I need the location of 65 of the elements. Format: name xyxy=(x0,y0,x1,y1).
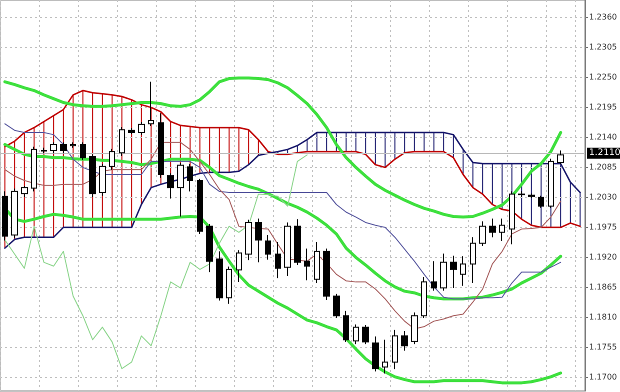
candlestick xyxy=(343,310,349,342)
y-tick-label: 1.2140 xyxy=(589,132,618,142)
candlestick xyxy=(60,142,67,154)
candlestick xyxy=(538,195,544,208)
candlestick xyxy=(80,142,86,160)
candlestick xyxy=(440,253,447,292)
candlestick xyxy=(50,142,57,154)
candlestick xyxy=(21,185,28,198)
candlestick xyxy=(528,193,535,198)
y-tick-label: 1.1810 xyxy=(589,312,618,322)
candlestick xyxy=(353,324,359,345)
line-series xyxy=(4,142,562,330)
candlestick xyxy=(275,242,281,279)
candlestick xyxy=(382,339,388,374)
candlestick xyxy=(372,336,379,372)
candlestick xyxy=(489,218,496,238)
candlestick xyxy=(499,218,505,242)
y-tick-label: 1.2085 xyxy=(589,162,618,172)
candlestick xyxy=(119,126,125,156)
y-tick-label: 1.2250 xyxy=(589,72,618,82)
line-series xyxy=(3,76,562,219)
candlestick xyxy=(70,142,76,148)
candlestick xyxy=(333,293,340,318)
y-tick-label: 1.1700 xyxy=(589,372,618,382)
candlestick xyxy=(99,164,106,196)
y-tick-label: 1.1865 xyxy=(589,282,618,292)
candlestick xyxy=(431,260,437,292)
candlestick xyxy=(304,248,310,281)
candlestick xyxy=(294,218,301,266)
candlestick xyxy=(216,250,223,301)
y-tick-label: 1.2195 xyxy=(589,102,618,112)
candlestick xyxy=(362,324,369,345)
candlestick xyxy=(421,276,427,318)
candlestick xyxy=(226,266,232,304)
y-tick-label: 1.1975 xyxy=(589,222,618,232)
ref-line-label: 1.2110 xyxy=(589,148,620,158)
candlestick xyxy=(197,178,203,234)
candlestick xyxy=(323,248,330,300)
y-tick-label: 1.1755 xyxy=(589,342,618,352)
candlestick xyxy=(479,220,486,246)
candlestick xyxy=(314,242,320,284)
candlestick xyxy=(245,219,252,261)
y-tick-label: 1.2030 xyxy=(589,192,618,202)
candlestick xyxy=(470,236,476,284)
candlestick xyxy=(236,250,242,282)
candlestick xyxy=(255,218,262,263)
candlestick xyxy=(206,224,213,273)
candlestick xyxy=(557,150,564,165)
candlestick xyxy=(518,190,525,198)
candlestick xyxy=(460,256,466,286)
candlestick xyxy=(89,154,96,198)
candlestick xyxy=(109,148,115,170)
candlestick xyxy=(128,128,135,135)
candlestick xyxy=(392,329,398,370)
candlestick xyxy=(450,255,457,288)
candlestick xyxy=(265,234,271,260)
candlestick xyxy=(411,312,418,345)
candlestick xyxy=(41,147,47,154)
y-tick-label: 1.1920 xyxy=(589,252,618,262)
y-tick-label: 1.2360 xyxy=(589,12,618,22)
candlestick xyxy=(138,122,145,136)
candlestick xyxy=(401,330,408,352)
line-series xyxy=(4,154,308,370)
y-tick-label: 1.2305 xyxy=(589,42,618,52)
candlestick xyxy=(284,222,291,276)
